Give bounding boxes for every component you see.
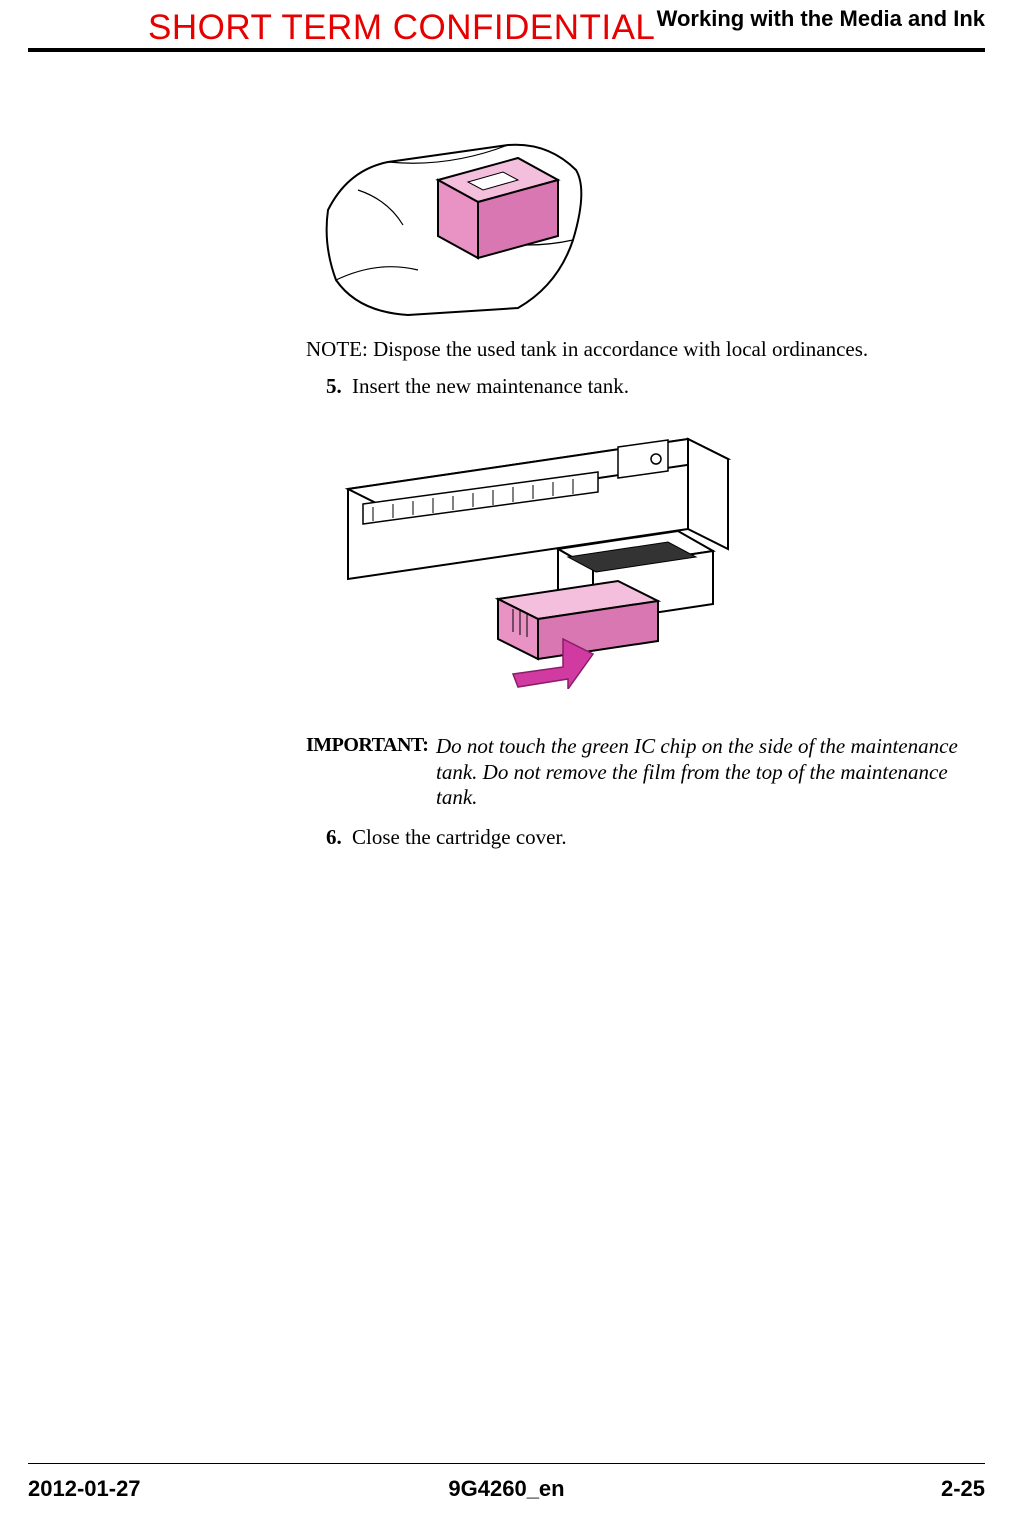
header-rule: [28, 48, 985, 52]
insert-tank-illustration: [318, 429, 758, 689]
important-block: IMPORTANT: Do not touch the green IC chi…: [306, 734, 985, 811]
step-6: 6. Close the cartridge cover.: [306, 825, 985, 850]
figure-insert-tank: [318, 429, 985, 694]
figure-dispose-tank: [318, 140, 985, 325]
confidential-stamp: SHORT TERM CONFIDENTIAL: [148, 8, 655, 48]
important-text: Do not touch the green IC chip on the si…: [436, 734, 985, 811]
section-title: Working with the Media and Ink: [657, 6, 985, 32]
step-5-number: 5.: [326, 374, 352, 399]
footer-doc-id: 9G4260_en: [448, 1476, 564, 1502]
step-5: 5. Insert the new maintenance tank.: [306, 374, 985, 399]
page-footer: 2012-01-27 9G4260_en 2-25: [28, 1476, 985, 1502]
step-6-text: Close the cartridge cover.: [352, 825, 567, 850]
step-5-text: Insert the new maintenance tank.: [352, 374, 629, 399]
footer-page-number: 2-25: [941, 1476, 985, 1502]
footer-date: 2012-01-27: [28, 1476, 141, 1502]
footer-rule: [28, 1463, 985, 1464]
page-header: Working with the Media and Ink SHORT TER…: [0, 0, 1013, 60]
tank-in-bag-illustration: [318, 140, 598, 320]
note-text: NOTE: Dispose the used tank in accordanc…: [306, 337, 985, 362]
important-label: IMPORTANT:: [306, 734, 436, 811]
step-6-number: 6.: [326, 825, 352, 850]
content-region: NOTE: Dispose the used tank in accordanc…: [306, 120, 985, 850]
